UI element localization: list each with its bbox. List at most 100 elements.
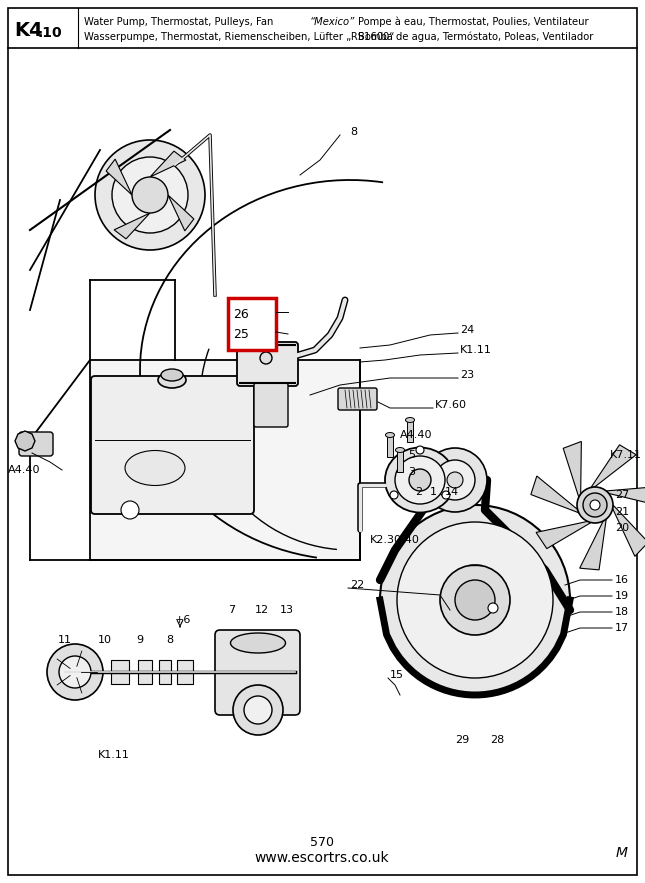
- Text: 14: 14: [445, 487, 459, 497]
- Text: 29: 29: [455, 735, 470, 745]
- FancyBboxPatch shape: [237, 342, 298, 386]
- Text: 15: 15: [390, 670, 404, 680]
- Ellipse shape: [158, 372, 186, 388]
- Circle shape: [416, 446, 424, 454]
- Circle shape: [390, 491, 398, 499]
- Circle shape: [583, 493, 607, 517]
- Text: 21: 21: [615, 507, 629, 517]
- Ellipse shape: [409, 469, 431, 491]
- Ellipse shape: [125, 450, 185, 486]
- Circle shape: [380, 505, 570, 695]
- Circle shape: [47, 644, 103, 700]
- Text: www.escortrs.co.uk: www.escortrs.co.uk: [255, 851, 390, 865]
- Text: 8: 8: [166, 635, 174, 645]
- Text: 12: 12: [255, 605, 269, 615]
- Text: 26: 26: [233, 307, 249, 321]
- FancyBboxPatch shape: [254, 383, 288, 427]
- Text: K7.11: K7.11: [610, 450, 642, 460]
- Polygon shape: [531, 476, 579, 513]
- Polygon shape: [591, 445, 636, 487]
- Circle shape: [590, 500, 600, 510]
- Text: 1: 1: [430, 487, 437, 497]
- Circle shape: [440, 565, 510, 635]
- Text: 27: 27: [615, 490, 630, 500]
- Text: Water Pump, Thermostat, Pulleys, Fan: Water Pump, Thermostat, Pulleys, Fan: [84, 17, 273, 27]
- Polygon shape: [536, 521, 591, 548]
- Text: “Mexico”: “Mexico”: [310, 17, 355, 27]
- Ellipse shape: [385, 448, 455, 512]
- Ellipse shape: [261, 313, 272, 319]
- FancyBboxPatch shape: [91, 376, 254, 514]
- Text: 9: 9: [137, 635, 144, 645]
- Circle shape: [455, 580, 495, 620]
- Text: 22: 22: [350, 580, 364, 590]
- Text: 5: 5: [408, 450, 415, 460]
- Bar: [228, 298, 276, 350]
- Polygon shape: [606, 487, 645, 506]
- Circle shape: [59, 656, 91, 688]
- FancyBboxPatch shape: [19, 432, 53, 456]
- Ellipse shape: [121, 501, 139, 519]
- Text: 23: 23: [460, 370, 474, 380]
- Ellipse shape: [260, 352, 272, 364]
- Circle shape: [233, 685, 283, 735]
- Text: 2: 2: [415, 487, 422, 497]
- Bar: [397, 450, 403, 472]
- Text: 28: 28: [490, 735, 504, 745]
- Bar: [263, 318, 270, 346]
- Bar: [159, 660, 171, 684]
- Text: K4: K4: [14, 20, 43, 40]
- Circle shape: [397, 522, 553, 678]
- Ellipse shape: [395, 448, 404, 452]
- Circle shape: [488, 603, 498, 613]
- Ellipse shape: [395, 456, 445, 504]
- Polygon shape: [106, 159, 132, 195]
- FancyBboxPatch shape: [338, 388, 377, 410]
- Polygon shape: [150, 151, 186, 177]
- Ellipse shape: [406, 418, 415, 422]
- Bar: [111, 660, 129, 684]
- Circle shape: [244, 696, 272, 724]
- Text: K1.11: K1.11: [460, 345, 492, 355]
- Bar: [407, 420, 413, 442]
- FancyBboxPatch shape: [90, 360, 360, 560]
- Text: 11: 11: [58, 635, 72, 645]
- Circle shape: [112, 157, 188, 233]
- Text: A4.40: A4.40: [400, 430, 433, 440]
- Bar: [177, 660, 193, 684]
- FancyBboxPatch shape: [215, 630, 300, 715]
- Polygon shape: [580, 519, 606, 570]
- Ellipse shape: [230, 633, 286, 653]
- Circle shape: [577, 487, 613, 523]
- Circle shape: [423, 448, 487, 512]
- Text: K7.60: K7.60: [435, 400, 467, 410]
- Text: 570: 570: [310, 836, 334, 849]
- Polygon shape: [114, 213, 150, 239]
- Text: 13: 13: [280, 605, 294, 615]
- Text: 25: 25: [233, 328, 249, 341]
- Ellipse shape: [161, 369, 183, 381]
- Bar: [387, 435, 393, 457]
- Text: M: M: [616, 846, 628, 860]
- Polygon shape: [168, 195, 194, 230]
- Circle shape: [447, 472, 463, 488]
- Text: 7: 7: [228, 605, 235, 615]
- Text: 24: 24: [460, 325, 474, 335]
- Ellipse shape: [386, 433, 395, 437]
- Polygon shape: [613, 505, 645, 556]
- Text: 10: 10: [98, 635, 112, 645]
- Polygon shape: [15, 431, 35, 451]
- Text: K2.30/40: K2.30/40: [370, 535, 420, 545]
- Text: 3: 3: [408, 467, 415, 477]
- Text: Bomba de agua, Termóstato, Poleas, Ventilador: Bomba de agua, Termóstato, Poleas, Venti…: [358, 32, 593, 42]
- Text: 16: 16: [615, 575, 629, 585]
- Text: Pompe à eau, Thermostat, Poulies, Ventilateur: Pompe à eau, Thermostat, Poulies, Ventil…: [358, 17, 589, 27]
- Text: 18: 18: [615, 607, 629, 617]
- Text: +6: +6: [175, 615, 192, 625]
- Text: 8: 8: [350, 127, 357, 137]
- Text: .10: .10: [38, 26, 63, 40]
- Circle shape: [442, 491, 450, 499]
- Text: 20: 20: [615, 523, 629, 533]
- Text: K1.11: K1.11: [98, 750, 130, 760]
- Text: 19: 19: [615, 591, 629, 601]
